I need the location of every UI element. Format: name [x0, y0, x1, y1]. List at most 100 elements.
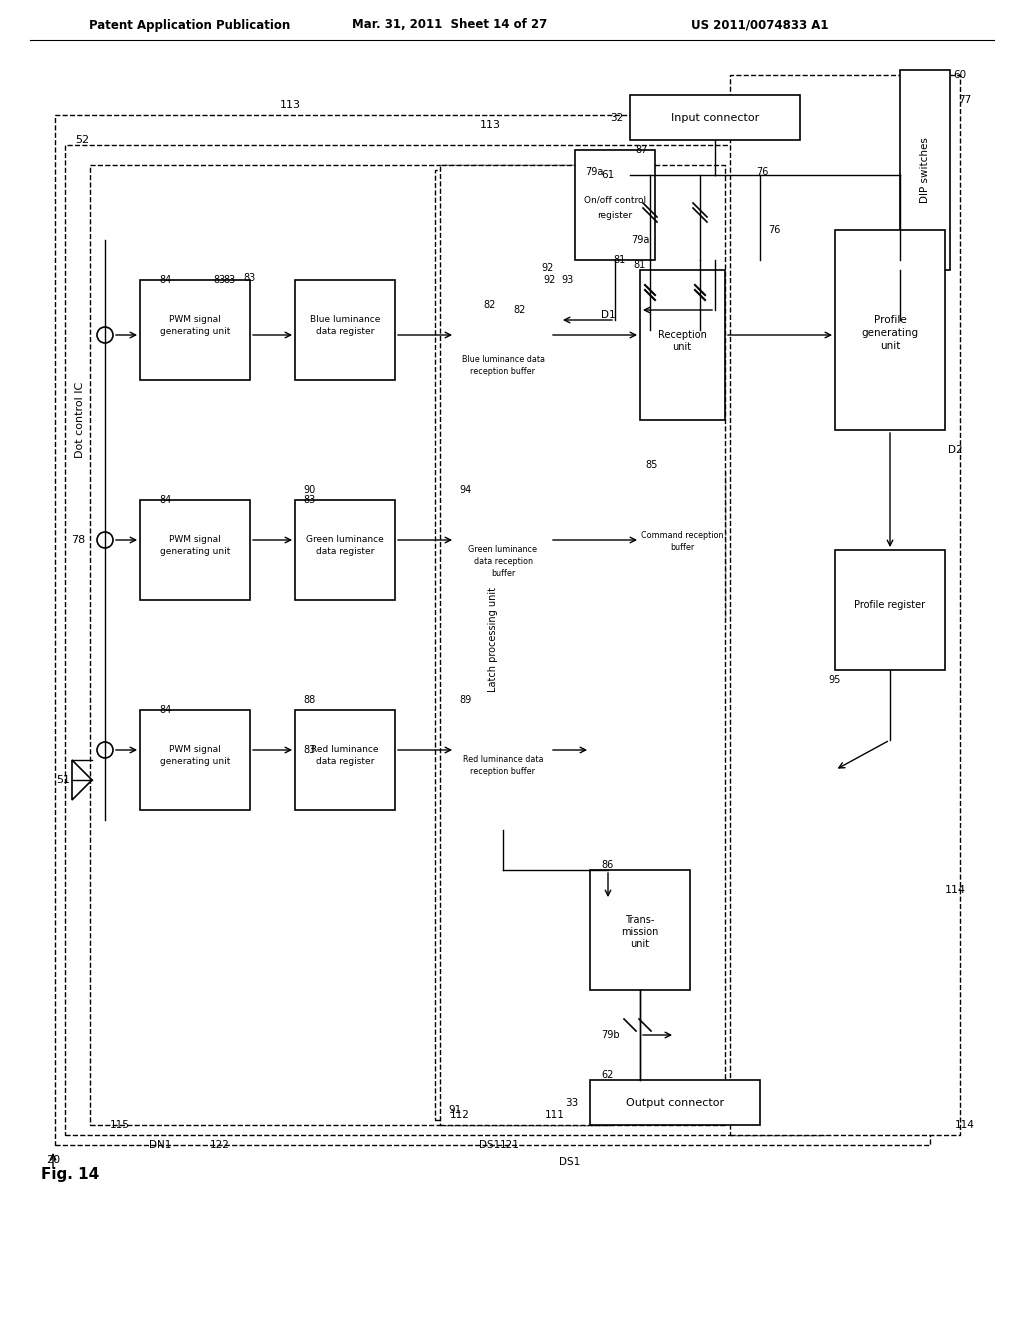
Text: 112: 112	[451, 1110, 470, 1119]
Text: reception buffer: reception buffer	[470, 367, 536, 376]
Text: 94: 94	[459, 484, 471, 495]
Text: 95: 95	[828, 675, 841, 685]
Text: 114: 114	[944, 884, 966, 895]
Text: US 2011/0074833 A1: US 2011/0074833 A1	[691, 18, 828, 32]
Text: PWM signal: PWM signal	[169, 746, 221, 755]
Bar	[455, 710, 550, 830]
Text: 121: 121	[500, 1140, 520, 1150]
Text: 76: 76	[768, 224, 780, 235]
Text: 111: 111	[545, 1110, 565, 1119]
Text: generating unit: generating unit	[160, 758, 230, 767]
Text: unit: unit	[631, 939, 649, 949]
Text: Profile: Profile	[873, 315, 906, 325]
Text: 114: 114	[955, 1119, 975, 1130]
Bar	[140, 500, 250, 601]
Text: 92: 92	[544, 275, 556, 285]
Text: 90: 90	[304, 484, 316, 495]
Bar	[590, 1080, 760, 1125]
Text: 83: 83	[224, 275, 237, 285]
Text: unit: unit	[673, 342, 691, 352]
Text: 83: 83	[244, 273, 256, 282]
Text: 52: 52	[75, 135, 89, 145]
Text: 32: 32	[609, 114, 623, 123]
Text: On/off control: On/off control	[584, 195, 646, 205]
Text: Blue luminance: Blue luminance	[310, 315, 380, 325]
Text: 82: 82	[483, 300, 497, 310]
Bar	[575, 150, 655, 260]
Text: data register: data register	[315, 548, 374, 557]
Text: 20: 20	[46, 1155, 60, 1166]
Text: data reception: data reception	[473, 557, 532, 566]
Bar	[440, 165, 725, 1125]
Text: Dot control IC: Dot control IC	[75, 381, 85, 458]
Text: 78: 78	[71, 535, 85, 545]
Text: DS1: DS1	[559, 1158, 581, 1167]
Text: data register: data register	[315, 758, 374, 767]
Text: data register: data register	[315, 327, 374, 337]
Text: D1: D1	[601, 310, 615, 319]
Text: DS1: DS1	[479, 1140, 501, 1150]
Text: 84: 84	[159, 495, 171, 506]
Text: Profile register: Profile register	[854, 601, 926, 610]
Text: 89: 89	[459, 696, 471, 705]
Bar	[730, 75, 961, 1135]
Text: 77: 77	[958, 95, 972, 106]
Text: Command reception: Command reception	[641, 531, 723, 540]
Text: 81: 81	[613, 255, 626, 265]
Text: 113: 113	[479, 120, 501, 129]
Text: Green luminance: Green luminance	[469, 545, 538, 554]
Text: Trans-: Trans-	[626, 915, 654, 925]
Text: generating: generating	[861, 327, 919, 338]
Bar	[640, 271, 725, 420]
Text: 91: 91	[449, 1105, 462, 1115]
Text: DIP switches: DIP switches	[920, 137, 930, 203]
Bar	[55, 115, 930, 1144]
Text: 33: 33	[565, 1098, 578, 1107]
Bar	[455, 300, 550, 420]
Text: 82: 82	[514, 305, 526, 315]
Text: 83: 83	[304, 495, 316, 506]
Bar	[140, 710, 250, 810]
Text: 87: 87	[635, 145, 647, 154]
Text: Mar. 31, 2011  Sheet 14 of 27: Mar. 31, 2011 Sheet 14 of 27	[352, 18, 548, 32]
Bar	[295, 710, 395, 810]
Bar	[820, 90, 955, 680]
Text: Output connector: Output connector	[626, 1098, 724, 1107]
Text: 51: 51	[56, 775, 70, 785]
Bar	[90, 165, 610, 1125]
Bar	[435, 170, 550, 1119]
Text: 113: 113	[280, 100, 300, 110]
Text: Input connector: Input connector	[671, 114, 759, 123]
Text: DN1: DN1	[148, 1140, 171, 1150]
Text: 88: 88	[304, 696, 316, 705]
Text: 79b: 79b	[601, 1030, 620, 1040]
Text: 93: 93	[562, 275, 574, 285]
Bar	[65, 145, 825, 1135]
Text: 85: 85	[646, 459, 658, 470]
Bar	[835, 550, 945, 671]
Text: Green luminance: Green luminance	[306, 536, 384, 544]
Bar	[140, 280, 250, 380]
Text: reception buffer: reception buffer	[470, 767, 536, 776]
Text: 122: 122	[210, 1140, 230, 1150]
Text: 83: 83	[214, 275, 226, 285]
Text: 83: 83	[304, 744, 316, 755]
Text: generating unit: generating unit	[160, 327, 230, 337]
Text: generating unit: generating unit	[160, 548, 230, 557]
Text: 115: 115	[110, 1119, 130, 1130]
Text: Patent Application Publication: Patent Application Publication	[89, 18, 291, 32]
Text: D2: D2	[947, 445, 963, 455]
Bar	[455, 500, 550, 620]
Text: 79a: 79a	[585, 168, 603, 177]
Bar	[900, 70, 950, 271]
Text: buffer: buffer	[670, 543, 694, 552]
Text: 60: 60	[953, 70, 967, 81]
Text: 76: 76	[756, 168, 768, 177]
Bar	[295, 280, 395, 380]
Bar	[640, 470, 725, 620]
Text: 92: 92	[542, 263, 554, 273]
Text: Red luminance data: Red luminance data	[463, 755, 544, 764]
Text: 84: 84	[159, 705, 171, 715]
Text: Latch processing unit: Latch processing unit	[488, 587, 498, 693]
Text: buffer: buffer	[490, 569, 515, 578]
